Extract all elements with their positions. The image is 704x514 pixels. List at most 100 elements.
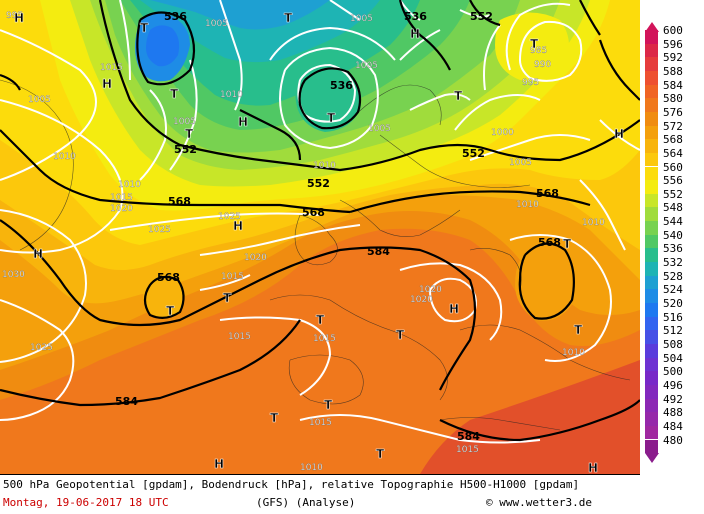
legend-label: 556 <box>663 174 683 188</box>
legend-swatch <box>645 180 658 194</box>
legend-swatch <box>645 262 658 276</box>
pressure-center: H <box>410 27 420 41</box>
weather-map: 536 536 552 536 552 552 552 568 568 568 … <box>0 0 640 474</box>
legend-arrow-up <box>645 22 659 32</box>
legend-swatch <box>645 248 658 263</box>
pressure-label: 1010 <box>313 161 336 171</box>
legend-label: 560 <box>663 160 683 174</box>
legend-swatch <box>645 412 658 426</box>
legend-swatch <box>645 84 658 99</box>
geopotential-contours <box>0 0 640 442</box>
geopotential-label: 536 <box>330 79 353 92</box>
legend-label: 496 <box>663 378 683 392</box>
geopotential-label: 568 <box>302 206 325 219</box>
pressure-center: T <box>574 323 583 337</box>
legend-swatch <box>645 111 658 126</box>
legend-label: 488 <box>663 406 683 420</box>
pressure-centers: T T H T T H T H T H T H H T T T T H T T … <box>14 11 625 474</box>
legend-label: 524 <box>663 283 683 297</box>
legend-label: 596 <box>663 37 683 51</box>
pressure-label: 1015 <box>313 334 336 344</box>
legend-label: 492 <box>663 392 683 406</box>
legend-swatch <box>645 57 658 71</box>
legend-swatch <box>645 152 658 167</box>
legend-swatch <box>645 221 658 235</box>
pressure-label: 995 <box>6 11 23 21</box>
legend-label: 504 <box>663 351 683 365</box>
pressure-label: 1015 <box>110 193 133 203</box>
legend-swatch <box>645 207 658 222</box>
fill-low-nw-core <box>146 25 180 67</box>
legend-swatch <box>645 343 658 358</box>
pressure-center: T <box>284 11 293 25</box>
legend-label: 484 <box>663 419 683 433</box>
pressure-label: 1010 <box>562 348 585 358</box>
pressure-labels: 995 1005 1005 1005 1015 1010 1005 1005 1… <box>2 11 605 473</box>
pressure-label: 1000 <box>491 128 514 138</box>
legend-label: 572 <box>663 119 683 133</box>
pressure-label: 1015 <box>100 63 123 73</box>
legend-swatch <box>645 371 658 385</box>
pressure-label: 1030 <box>2 270 25 280</box>
geopotential-label: 568 <box>538 236 561 249</box>
legend-swatch <box>645 43 658 58</box>
pressure-center: H <box>14 11 24 25</box>
geopotential-label: 552 <box>307 177 330 190</box>
pressure-center: H <box>238 115 248 129</box>
pressure-label: 1005 <box>350 14 373 24</box>
color-legend: 600 596 592 588 584 580 576 572 568 564 560 556 552 5… <box>640 0 704 474</box>
pressure-center: T <box>316 313 325 327</box>
pressure-label: 1010 <box>220 90 243 100</box>
legend-label: 592 <box>663 51 683 65</box>
legend-arrow-down <box>645 453 659 464</box>
pressure-label: 1025 <box>148 225 171 235</box>
legend-label: 480 <box>663 433 683 447</box>
pressure-label: 1020 <box>244 253 267 263</box>
legend-swatch <box>645 398 658 413</box>
geopotential-label: 552 <box>174 143 197 156</box>
isobars <box>0 0 640 444</box>
pressure-center: H <box>33 247 43 261</box>
fill-cutoff-e <box>515 242 577 321</box>
legend-swatch <box>645 357 658 372</box>
pressure-label: 1015 <box>221 272 244 282</box>
legend-label: 536 <box>663 242 683 256</box>
legend-label: 568 <box>663 133 683 147</box>
geopotential-label: 552 <box>470 10 493 23</box>
pressure-label: 1010 <box>118 180 141 190</box>
fill-532 <box>140 0 380 63</box>
legend-swatch <box>645 289 658 303</box>
pressure-center: T <box>530 37 539 51</box>
pressure-center: H <box>233 219 243 233</box>
legend-label: 540 <box>663 228 683 242</box>
pressure-center: T <box>396 328 405 342</box>
pressure-center: T <box>185 127 194 141</box>
pressure-label: 1025 <box>30 343 53 353</box>
copyright: © www.wetter3.de <box>486 496 592 509</box>
map-date: Montag, 19-06-2017 18 UTC <box>3 496 169 509</box>
legend-swatch <box>645 234 658 249</box>
legend-label: 508 <box>663 337 683 351</box>
pressure-center: H <box>214 457 224 471</box>
legend-label: 528 <box>663 269 683 283</box>
geopotential-labels: 536 536 552 536 552 552 552 568 568 568 … <box>115 10 561 443</box>
legend-label: 584 <box>663 78 683 92</box>
fill-cutoff-w <box>143 276 184 318</box>
legend-label: 580 <box>663 92 683 106</box>
pressure-label: 1005 <box>509 158 532 168</box>
geopotential-label: 536 <box>404 10 427 23</box>
footer: 500 hPa Geopotential [gpdam], Bodendruck… <box>0 474 640 514</box>
pressure-center: T <box>454 89 463 103</box>
legend-label: 544 <box>663 215 683 229</box>
geopotential-label: 568 <box>536 187 559 200</box>
pressure-label: 1015 <box>309 418 332 428</box>
pressure-label: 1005 <box>355 61 378 71</box>
geopotential-label: 536 <box>164 10 187 23</box>
pressure-center: T <box>223 291 232 305</box>
geopotential-label: 584 <box>115 395 138 408</box>
fill-low-ne <box>495 12 569 81</box>
legend-swatch <box>645 330 658 344</box>
legend-swatch <box>645 384 658 399</box>
legend-swatch <box>645 316 658 331</box>
pressure-center: T <box>166 304 175 318</box>
